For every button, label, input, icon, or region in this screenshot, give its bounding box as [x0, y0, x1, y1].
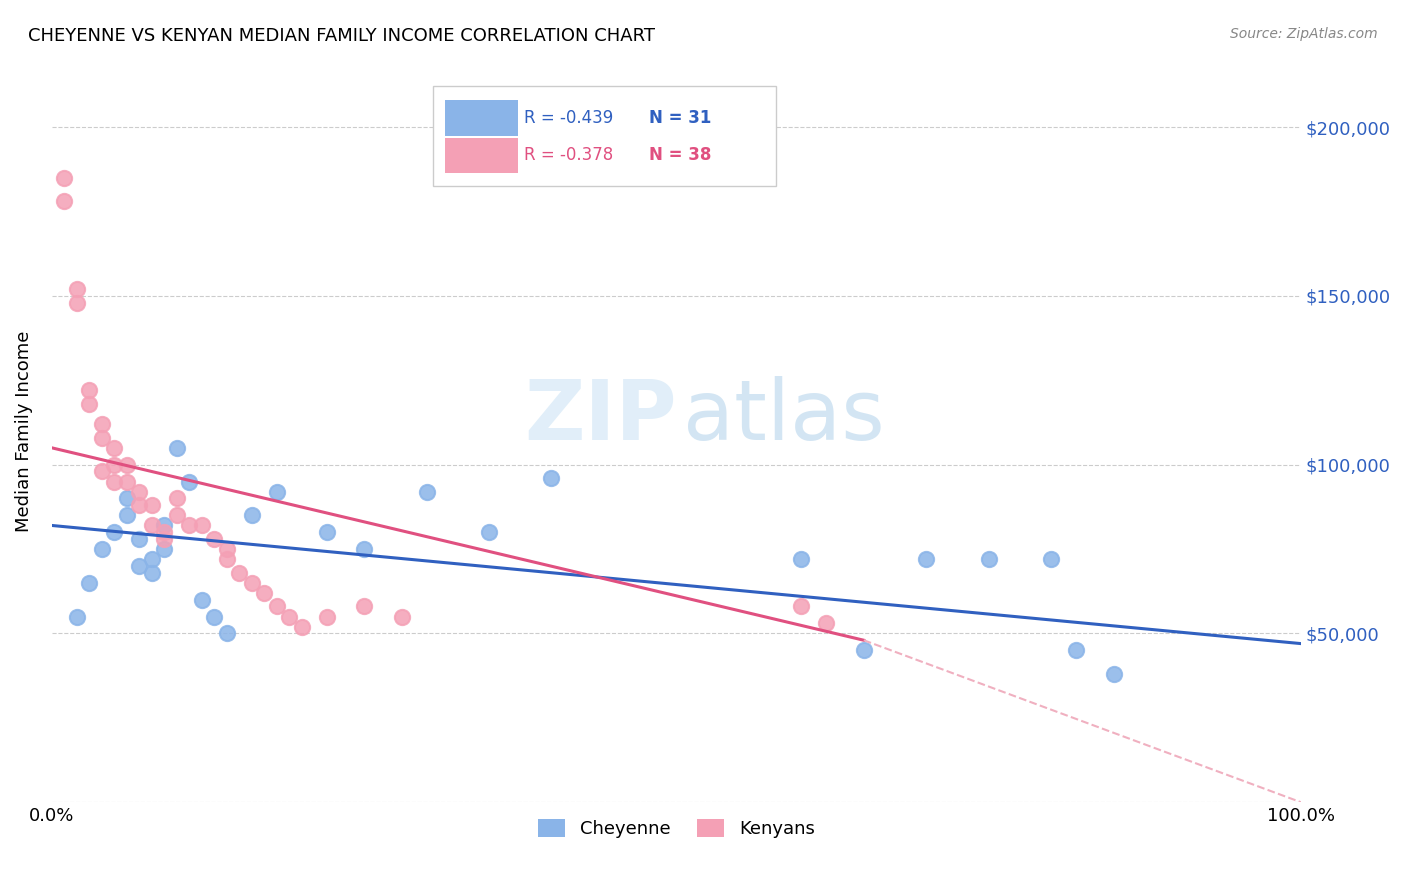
Point — [852, 643, 875, 657]
FancyBboxPatch shape — [446, 137, 517, 173]
Point — [228, 566, 250, 580]
Point — [115, 475, 138, 489]
Point — [128, 532, 150, 546]
Point — [240, 575, 263, 590]
Point — [315, 525, 337, 540]
Point — [77, 397, 100, 411]
Point — [353, 599, 375, 614]
Point — [215, 552, 238, 566]
Point — [278, 609, 301, 624]
Point — [202, 609, 225, 624]
Point — [215, 626, 238, 640]
Point — [90, 465, 112, 479]
Point — [115, 491, 138, 506]
FancyBboxPatch shape — [433, 86, 776, 186]
Point — [253, 586, 276, 600]
Point — [190, 592, 212, 607]
Point — [77, 384, 100, 398]
Point — [128, 558, 150, 573]
Point — [66, 609, 89, 624]
Point — [153, 532, 176, 546]
Point — [977, 552, 1000, 566]
Point — [90, 542, 112, 557]
Point — [153, 518, 176, 533]
Point — [153, 525, 176, 540]
Point — [115, 458, 138, 472]
Point — [66, 282, 89, 296]
Point — [66, 295, 89, 310]
Point — [179, 518, 201, 533]
Point — [179, 475, 201, 489]
Point — [215, 542, 238, 557]
Point — [790, 552, 813, 566]
Point — [266, 599, 288, 614]
Point — [141, 552, 163, 566]
Point — [103, 458, 125, 472]
Point — [53, 194, 76, 209]
Point — [266, 484, 288, 499]
Text: Source: ZipAtlas.com: Source: ZipAtlas.com — [1230, 27, 1378, 41]
Point — [166, 491, 188, 506]
Point — [90, 417, 112, 432]
Point — [166, 508, 188, 523]
Point — [53, 170, 76, 185]
Point — [141, 566, 163, 580]
Point — [1040, 552, 1063, 566]
Point — [815, 616, 838, 631]
Point — [1064, 643, 1087, 657]
Text: N = 31: N = 31 — [650, 109, 711, 127]
Point — [141, 518, 163, 533]
Point — [153, 542, 176, 557]
FancyBboxPatch shape — [446, 101, 517, 136]
Point — [103, 475, 125, 489]
Point — [115, 508, 138, 523]
Point — [291, 620, 314, 634]
Point — [540, 471, 562, 485]
Point — [90, 431, 112, 445]
Point — [315, 609, 337, 624]
Point — [478, 525, 501, 540]
Point — [790, 599, 813, 614]
Text: N = 38: N = 38 — [650, 145, 711, 163]
Text: R = -0.378: R = -0.378 — [524, 145, 613, 163]
Point — [103, 525, 125, 540]
Point — [415, 484, 437, 499]
Text: R = -0.439: R = -0.439 — [524, 109, 613, 127]
Point — [202, 532, 225, 546]
Legend: Cheyenne, Kenyans: Cheyenne, Kenyans — [531, 812, 823, 846]
Point — [1102, 667, 1125, 681]
Text: atlas: atlas — [683, 376, 884, 457]
Point — [190, 518, 212, 533]
Point — [391, 609, 413, 624]
Point — [103, 441, 125, 455]
Text: CHEYENNE VS KENYAN MEDIAN FAMILY INCOME CORRELATION CHART: CHEYENNE VS KENYAN MEDIAN FAMILY INCOME … — [28, 27, 655, 45]
Text: ZIP: ZIP — [524, 376, 676, 457]
Point — [128, 484, 150, 499]
Y-axis label: Median Family Income: Median Family Income — [15, 330, 32, 532]
Point — [353, 542, 375, 557]
Point — [77, 575, 100, 590]
Point — [141, 498, 163, 512]
Point — [128, 498, 150, 512]
Point — [240, 508, 263, 523]
Point — [915, 552, 938, 566]
Point — [166, 441, 188, 455]
